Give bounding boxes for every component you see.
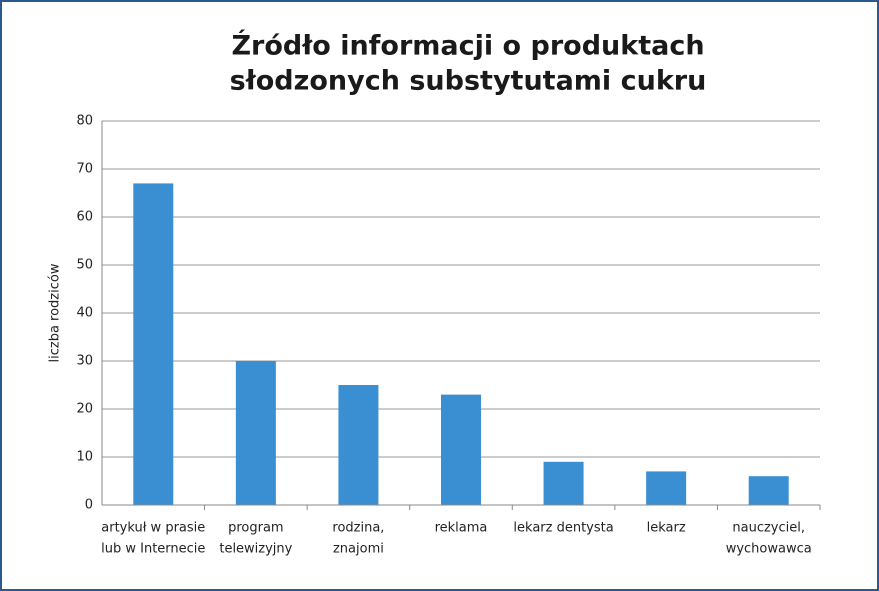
x-tick-label: telewizyjny xyxy=(219,542,292,557)
x-tick-label: lekarz dentysta xyxy=(513,521,613,536)
x-tick-label: nauczyciel, xyxy=(732,521,805,536)
x-tick-label: lub w Internecie xyxy=(101,542,205,557)
y-tick-label: 80 xyxy=(76,114,93,129)
y-tick-label: 30 xyxy=(76,354,93,369)
bar xyxy=(338,385,379,505)
x-tick-label: reklama xyxy=(435,521,488,536)
bar xyxy=(646,471,687,505)
y-tick-label: 0 xyxy=(85,498,93,513)
bar xyxy=(441,394,481,505)
x-tick-label: wychowawca xyxy=(726,542,812,557)
chart-title: Źródło informacji o produktach xyxy=(231,30,704,62)
y-tick-label: 60 xyxy=(76,210,93,225)
x-tick-label: rodzina, xyxy=(332,521,384,536)
bar xyxy=(235,361,276,505)
x-tick-label: program xyxy=(228,521,284,536)
x-tick-label: lekarz xyxy=(647,521,686,536)
chart-title: słodzonych substytutami cukru xyxy=(230,66,707,97)
y-tick-label: 40 xyxy=(76,306,93,321)
y-axis-label: liczba rodziców xyxy=(48,263,63,362)
y-tick-label: 10 xyxy=(76,450,93,465)
x-tick-label: znajomi xyxy=(333,542,384,557)
y-tick-label: 50 xyxy=(76,258,93,273)
y-tick-label: 20 xyxy=(76,402,93,417)
bar xyxy=(748,476,789,505)
x-tick-label: artykuł w prasie xyxy=(101,521,205,536)
bar xyxy=(133,183,174,505)
y-tick-label: 70 xyxy=(76,162,93,177)
bar xyxy=(543,461,584,505)
